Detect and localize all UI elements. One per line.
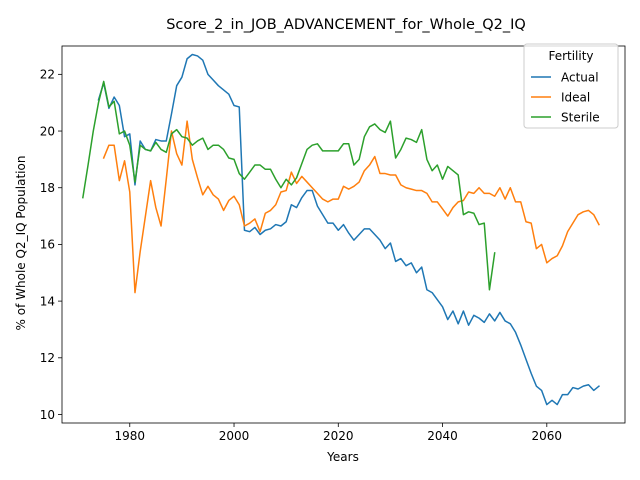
legend: Fertility Actual Ideal Sterile <box>523 43 619 129</box>
series-line-sterile <box>81 80 496 291</box>
x-tick-label-2060: 2060 <box>532 429 563 443</box>
x-axis-label: Years <box>326 450 359 464</box>
series-line-actual <box>97 53 600 406</box>
x-tick-label-1980: 1980 <box>114 429 145 443</box>
legend-label-sterile: Sterile <box>561 110 600 124</box>
x-tick-label-2020: 2020 <box>323 429 354 443</box>
y-tick-label-20: 20 <box>40 124 55 138</box>
y-tick-label-18: 18 <box>40 181 55 195</box>
plot-frame <box>61 45 626 424</box>
x-axis: 1980 2000 2020 2040 2060 <box>114 423 562 443</box>
series-line-ideal <box>102 120 600 294</box>
y-tick-label-10: 10 <box>40 408 55 422</box>
y-tick-label-16: 16 <box>40 238 55 252</box>
series-layer <box>81 53 600 406</box>
legend-title: Fertility <box>548 49 593 63</box>
chart-title: Score_2_in_JOB_ADVANCEMENT_for_Whole_Q2_… <box>166 17 526 33</box>
y-axis: 10 12 14 16 18 20 22 <box>40 68 62 422</box>
legend-label-ideal: Ideal <box>561 90 590 104</box>
legend-entries: Actual Ideal Sterile <box>531 70 600 124</box>
y-tick-label-14: 14 <box>40 294 55 308</box>
x-tick-label-2000: 2000 <box>219 429 250 443</box>
x-tick-label-2040: 2040 <box>427 429 458 443</box>
legend-label-actual: Actual <box>561 70 599 84</box>
y-tick-label-22: 22 <box>40 68 55 82</box>
y-axis-label: % of Whole Q2_IQ Population <box>14 156 28 331</box>
legend-box <box>523 43 619 129</box>
y-tick-label-12: 12 <box>40 351 55 365</box>
